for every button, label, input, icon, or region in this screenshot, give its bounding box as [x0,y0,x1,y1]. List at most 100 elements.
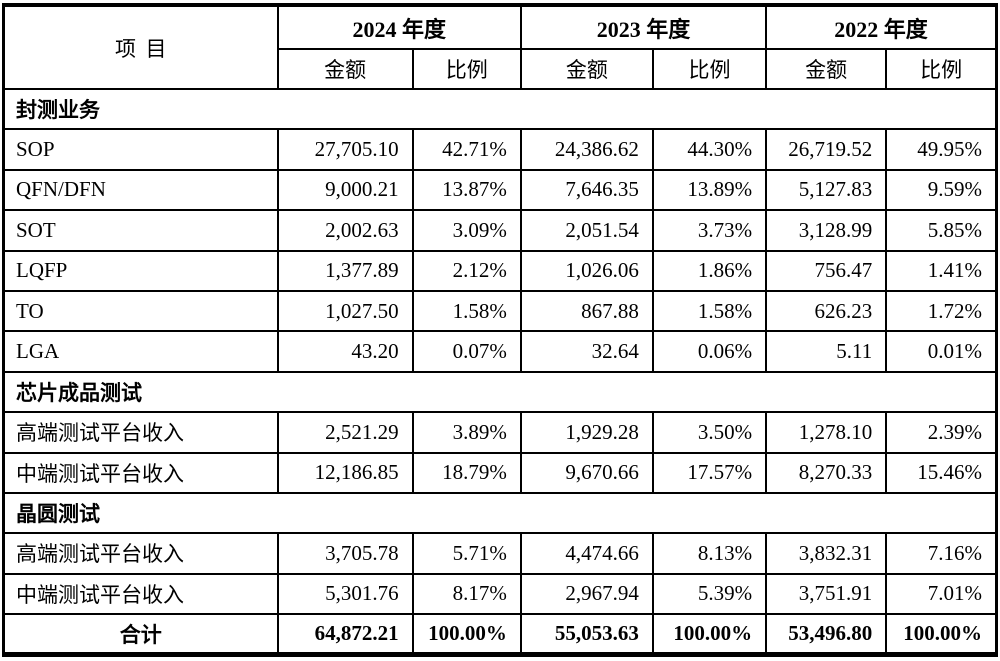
row-label-cell: 中端测试平台收入 [2,451,279,494]
year-header-2022: 2022 年度 [765,4,998,50]
ratio-cell: 0.06% [651,330,768,373]
amount-cell: 1,027.50 [276,289,414,333]
total-label-cell: 合计 [2,613,279,656]
ratio-header-2024: 比例 [411,48,522,90]
amount-cell: 2,051.54 [519,209,654,252]
row-label-cell: SOT [2,209,279,252]
row-label-cell: 高端测试平台收入 [2,411,279,454]
section-row: 封测业务 [2,87,998,131]
ratio-cell: 7.01% [885,572,998,616]
data-row: 高端测试平台收入 2,521.29 3.89% 1,929.28 3.50% 1,278.… [2,411,998,454]
ratio-cell: 8.17% [411,572,522,616]
header-row-subcolumns: 金额 比例 金额 比例 金额 比例 [4,48,998,90]
amount-cell: 5,301.76 [276,572,414,616]
header-row-years: 项目 2024 年度 2023 年度 2022 年度 [2,4,998,90]
amount-cell: 5.11 [765,330,888,373]
ratio-cell: 3.73% [651,209,768,252]
amount-cell: 3,705.78 [276,532,414,575]
amount-cell: 24,386.62 [519,128,654,171]
ratio-cell: 1.58% [411,289,522,333]
section-row: 芯片成品测试 [2,370,998,414]
ratio-header-2022: 比例 [885,48,998,90]
total-row: 合计 64,872.21 100.00% 55,053.63 100.00% 53,496… [2,613,998,656]
data-row: 中端测试平台收入 5,301.76 8.17% 2,967.94 5.39% 3,751.… [2,572,998,616]
ratio-cell: 42.71% [411,128,522,171]
amount-cell: 27,705.10 [276,128,414,171]
amount-cell: 12,186.85 [276,451,414,494]
data-row: LGA 43.20 0.07% 32.64 0.06% 5.11 0.01% [2,330,998,373]
amount-cell: 26,719.52 [765,128,888,171]
amount-cell: 9,000.21 [276,168,414,212]
amount-cell: 53,496.80 [765,613,888,656]
ratio-cell: 100.00% [651,613,768,656]
data-row: 中端测试平台收入 12,186.85 18.79% 9,670.66 17.57% 8,2… [2,451,998,494]
revenue-breakdown-table: 项目 2024 年度 2023 年度 2022 年度 金额 比例 金额 比例 金… [2,3,998,657]
ratio-cell: 100.00% [885,613,998,656]
ratio-cell: 1.41% [885,249,998,292]
ratio-cell: 1.58% [651,289,768,333]
amount-cell: 64,872.21 [276,613,414,656]
ratio-cell: 7.16% [885,532,998,575]
data-row: QFN/DFN 9,000.21 13.87% 7,646.35 13.89% 5,127… [2,168,998,212]
amount-header-2024: 金额 [276,48,414,90]
ratio-cell: 1.72% [885,289,998,333]
amount-cell: 43.20 [276,330,414,373]
amount-cell: 2,521.29 [276,411,414,454]
ratio-cell: 18.79% [411,451,522,494]
ratio-cell: 5.71% [411,532,522,575]
amount-cell: 2,967.94 [519,572,654,616]
amount-cell: 4,474.66 [519,532,654,575]
row-label-cell: LQFP [2,249,279,292]
ratio-cell: 2.12% [411,249,522,292]
ratio-cell: 3.50% [651,411,768,454]
amount-cell: 32.64 [519,330,654,373]
ratio-cell: 0.07% [411,330,522,373]
amount-cell: 8,270.33 [765,451,888,494]
ratio-cell: 13.89% [651,168,768,212]
section-row: 晶圆测试 [2,491,998,535]
ratio-cell: 2.39% [885,411,998,454]
amount-header-2023: 金额 [519,48,654,90]
amount-header-2022: 金额 [765,48,888,90]
amount-cell: 756.47 [765,249,888,292]
ratio-cell: 13.87% [411,168,522,212]
section-label-cell: 封测业务 [2,87,998,131]
section-label-cell: 芯片成品测试 [2,370,998,414]
amount-cell: 1,929.28 [519,411,654,454]
ratio-cell: 0.01% [885,330,998,373]
row-label-cell: LGA [2,330,279,373]
data-row: LQFP 1,377.89 2.12% 1,026.06 1.86% 756.47 1.41… [2,249,998,292]
amount-cell: 3,832.31 [765,532,888,575]
amount-cell: 5,127.83 [765,168,888,212]
ratio-cell: 5.39% [651,572,768,616]
table-body: 封测业务 SOP 27,705.10 42.71% 24,386.62 44.30% 26,… [2,87,998,656]
ratio-header-2023: 比例 [651,48,768,90]
year-header-2024: 2024 年度 [276,4,522,50]
amount-cell: 626.23 [765,289,888,333]
ratio-cell: 15.46% [885,451,998,494]
ratio-cell: 100.00% [411,613,522,656]
amount-cell: 867.88 [519,289,654,333]
data-row: SOP 27,705.10 42.71% 24,386.62 44.30% 26,719.… [2,128,998,171]
amount-cell: 1,026.06 [519,249,654,292]
amount-cell: 2,002.63 [276,209,414,252]
amount-cell: 3,751.91 [765,572,888,616]
ratio-cell: 3.09% [411,209,522,252]
row-label-cell: QFN/DFN [2,168,279,212]
data-row: SOT 2,002.63 3.09% 2,051.54 3.73% 3,128.99 5.8… [2,209,998,252]
ratio-cell: 9.59% [885,168,998,212]
row-label-cell: 高端测试平台收入 [2,532,279,575]
data-row: 高端测试平台收入 3,705.78 5.71% 4,474.66 8.13% 3,832.… [2,532,998,575]
amount-cell: 9,670.66 [519,451,654,494]
table-header: 项目 2024 年度 2023 年度 2022 年度 金额 比例 金额 比例 金… [2,4,998,90]
section-label-cell: 晶圆测试 [2,491,998,535]
amount-cell: 55,053.63 [519,613,654,656]
ratio-cell: 49.95% [885,128,998,171]
ratio-cell: 8.13% [651,532,768,575]
amount-cell: 7,646.35 [519,168,654,212]
year-header-2023: 2023 年度 [519,4,768,50]
ratio-cell: 5.85% [885,209,998,252]
row-label-cell: SOP [2,128,279,171]
amount-cell: 1,278.10 [765,411,888,454]
